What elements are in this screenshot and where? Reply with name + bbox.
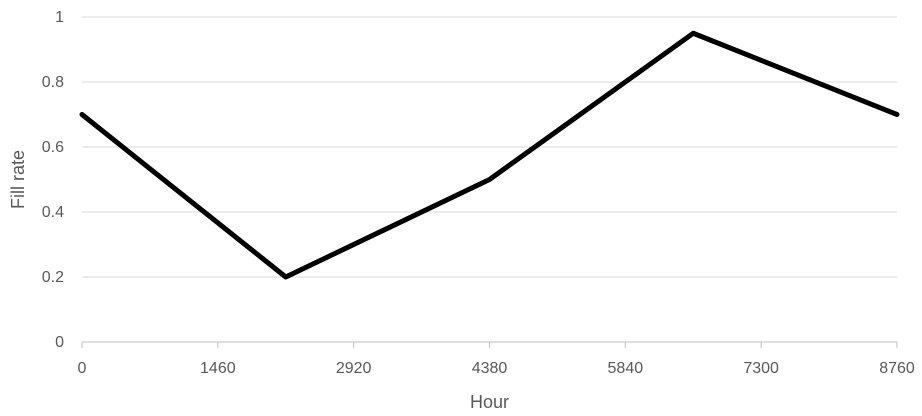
x-tick-label-5: 7300 — [743, 360, 779, 377]
y-tick-label-4: 0.8 — [42, 74, 64, 91]
y-tick-label-3: 0.6 — [42, 139, 64, 156]
x-tick-label-1: 1460 — [200, 360, 236, 377]
axes — [81, 341, 898, 348]
series-line-0 — [79, 30, 900, 280]
x-tick-label-3: 4380 — [472, 360, 508, 377]
x-tick-label-4: 5840 — [608, 360, 644, 377]
y-axis-title: Fill rate — [8, 150, 28, 209]
y-tick-label-2: 0.4 — [42, 204, 64, 221]
x-axis-title: Hour — [470, 392, 509, 412]
x-tick-label-6: 8760 — [879, 360, 915, 377]
y-tick-label-0: 0 — [55, 334, 64, 351]
gridlines — [82, 16, 897, 278]
y-tick-label-1: 0.2 — [42, 269, 64, 286]
tick-labels: 0 0.2 0.4 0.6 0.8 1 0 1460 2920 4380 5840 7300 8760 — [42, 9, 915, 377]
x-tick-label-2: 2920 — [336, 360, 372, 377]
series-lines — [79, 30, 900, 280]
y-tick-label-5: 1 — [55, 9, 64, 26]
x-tick-label-0: 0 — [78, 360, 87, 377]
